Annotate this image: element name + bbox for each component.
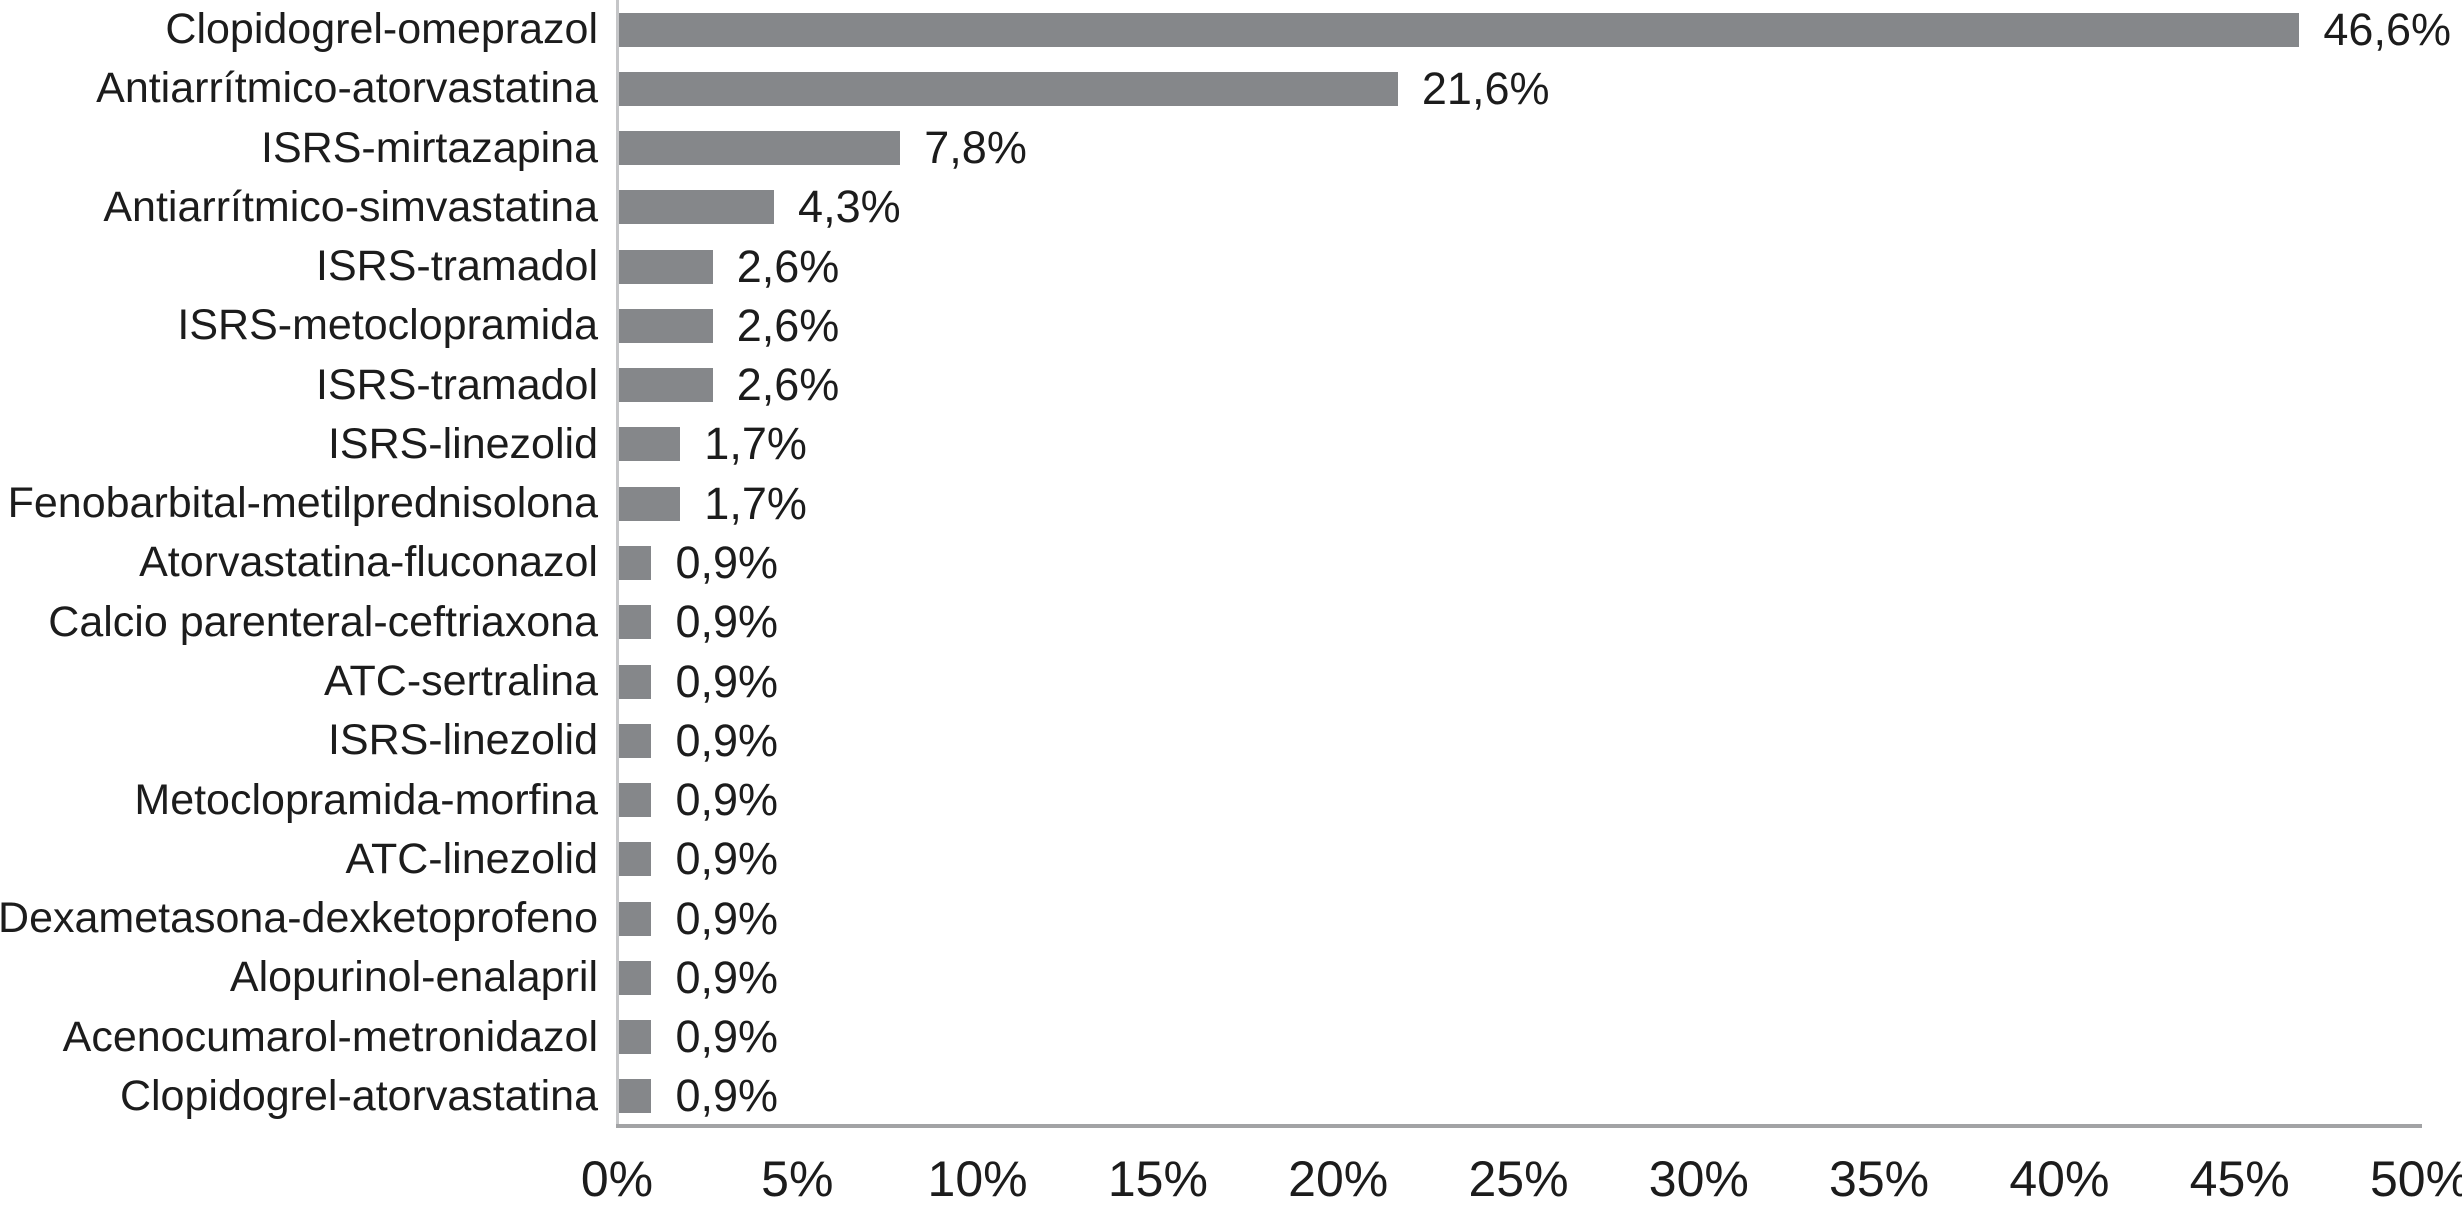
category-label: Fenobarbital-metilprednisolona (7, 479, 598, 528)
value-label: 0,9% (675, 536, 779, 588)
category-label: Metoclopramida-morfina (134, 775, 598, 824)
chart-row: ATC-sertralina 0,9% (0, 652, 2462, 711)
value-label: 0,9% (675, 1070, 779, 1122)
chart-row: Antiarrítmico-atorvastatina 21,6% (0, 59, 2462, 118)
value-label: 2,6% (736, 299, 840, 351)
x-tick-label: 30% (1648, 1151, 1749, 1207)
category-label: Acenocumarol-metronidazol (62, 1012, 598, 1061)
category-label: ATC-linezolid (345, 834, 599, 883)
category-label: Clopidogrel-omeprazol (165, 5, 598, 54)
value-label: 46,6% (2323, 3, 2451, 55)
chart-row: Clopidogrel-omeprazol 46,6% (0, 0, 2462, 59)
bar (619, 783, 652, 818)
chart-row: ISRS-tramadol 2,6% (0, 237, 2462, 296)
bar (619, 960, 652, 995)
chart-row: Metoclopramida-morfina 0,9% (0, 770, 2462, 829)
chart-row: ISRS-tramadol 2,6% (0, 356, 2462, 415)
x-tick-label: 15% (1107, 1151, 1208, 1207)
chart-row: ISRS-linezolid 0,9% (0, 711, 2462, 770)
value-label: 0,9% (675, 774, 779, 826)
value-label: 2,6% (736, 359, 840, 411)
value-label: 0,9% (675, 892, 779, 944)
category-label: Calcio parenteral-ceftriaxona (48, 597, 598, 646)
category-label: Antiarrítmico-simvastatina (103, 182, 598, 231)
x-tick-label: 0% (580, 1151, 654, 1207)
chart-row: Acenocumarol-metronidazol 0,9% (0, 1007, 2462, 1066)
chart-row: ISRS-linezolid 1,7% (0, 415, 2462, 474)
chart-row: Fenobarbital-metilprednisolona 1,7% (0, 474, 2462, 533)
category-label: ISRS-metoclopramida (177, 301, 598, 350)
x-tick-label: 40% (2009, 1151, 2110, 1207)
y-axis-line (616, 0, 619, 1126)
bar (619, 723, 652, 758)
chart-row: ISRS-mirtazapina 7,8% (0, 119, 2462, 178)
chart-row: Antiarrítmico-simvastatina 4,3% (0, 178, 2462, 237)
category-label: Clopidogrel-atorvastatina (119, 1071, 598, 1120)
category-label: Dexametasona-dexketoprofeno (0, 894, 598, 943)
chart-row: ISRS-metoclopramida 2,6% (0, 296, 2462, 355)
bar (619, 368, 713, 403)
bar (619, 1079, 652, 1114)
value-label: 4,3% (798, 181, 901, 233)
bar (619, 131, 901, 166)
value-label: 0,9% (675, 833, 779, 885)
bar (619, 486, 681, 521)
value-label: 1,7% (704, 418, 807, 470)
category-label: Atorvastatina-fluconazol (139, 538, 598, 587)
value-label: 21,6% (1421, 62, 1550, 114)
value-label: 7,8% (924, 122, 1027, 174)
value-label: 0,9% (675, 1011, 779, 1063)
bar (619, 842, 652, 877)
chart-row: Dexametasona-dexketoprofeno 0,9% (0, 889, 2462, 948)
category-label: Antiarrítmico-atorvastatina (96, 64, 598, 113)
value-label: 0,9% (675, 655, 779, 707)
bar (619, 605, 652, 640)
category-label: ATC-sertralina (324, 657, 598, 706)
value-label: 1,7% (704, 477, 807, 529)
bar (619, 1020, 652, 1055)
bar (619, 545, 652, 580)
bar (619, 427, 681, 462)
chart-row: Clopidogrel-atorvastatina 0,9% (0, 1067, 2462, 1126)
value-label: 0,9% (675, 596, 779, 648)
chart-row: Calcio parenteral-ceftriaxona 0,9% (0, 593, 2462, 652)
bar (619, 71, 1398, 106)
chart-row: Atorvastatina-fluconazol 0,9% (0, 533, 2462, 592)
x-tick-label: 50% (2369, 1151, 2462, 1207)
value-label: 0,9% (675, 714, 779, 766)
x-tick-label: 45% (2189, 1151, 2290, 1207)
x-tick-label: 25% (1468, 1151, 1569, 1207)
category-label: ISRS-tramadol (316, 360, 598, 409)
value-label: 0,9% (675, 951, 779, 1003)
bar (619, 308, 713, 343)
category-label: Alopurinol-enalapril (229, 953, 598, 1002)
bar (619, 12, 2300, 47)
x-tick-label: 5% (761, 1151, 834, 1207)
category-label: ISRS-mirtazapina (261, 123, 598, 172)
x-tick-label: 35% (1829, 1151, 1930, 1207)
chart-row: ATC-linezolid 0,9% (0, 830, 2462, 889)
x-axis-line (616, 1124, 2422, 1128)
bar (619, 190, 775, 225)
x-tick-label: 20% (1288, 1151, 1389, 1207)
category-label: ISRS-linezolid (327, 419, 598, 468)
bar (619, 664, 652, 699)
chart-row: Alopurinol-enalapril 0,9% (0, 948, 2462, 1007)
value-label: 2,6% (736, 240, 840, 292)
bar (619, 249, 713, 284)
x-tick-label: 10% (927, 1151, 1028, 1207)
category-label: ISRS-linezolid (327, 716, 598, 765)
category-label: ISRS-tramadol (316, 242, 598, 291)
bar (619, 901, 652, 936)
